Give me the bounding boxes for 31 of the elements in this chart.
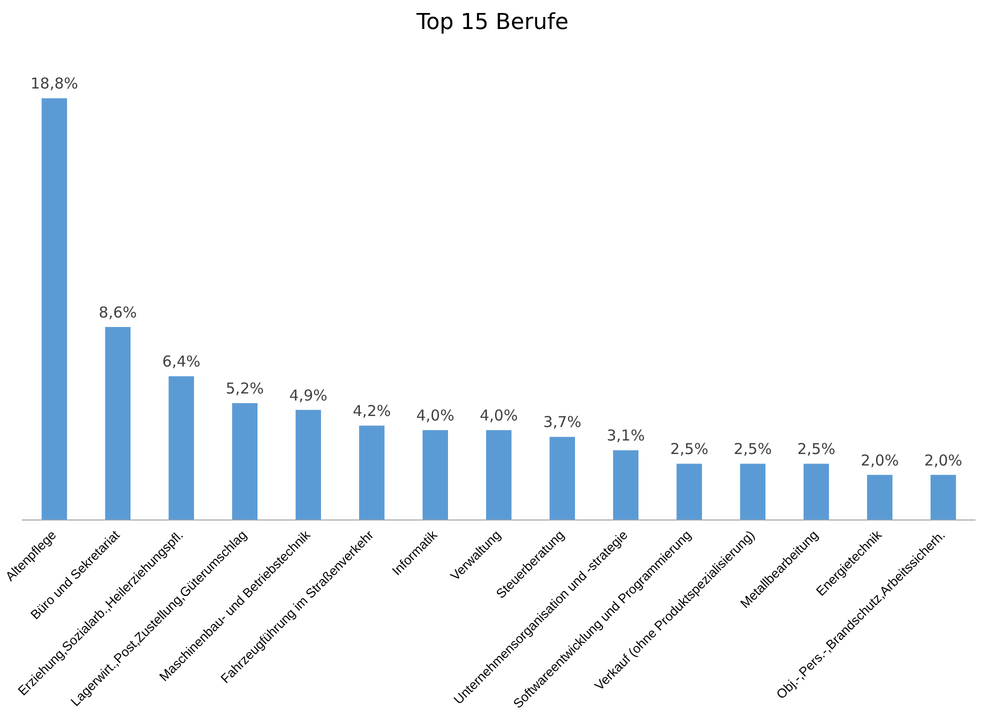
bar — [613, 450, 638, 520]
data-label: 3,1% — [606, 426, 645, 445]
bar — [486, 430, 512, 520]
data-label: 3,7% — [543, 413, 582, 432]
bar — [676, 464, 702, 520]
data-label: 5,2% — [226, 380, 264, 398]
bar — [359, 426, 384, 520]
data-label: 4,0% — [480, 406, 518, 424]
bar — [422, 430, 448, 520]
bar — [232, 403, 258, 520]
bar — [550, 436, 575, 520]
bar — [930, 474, 956, 520]
data-label: 4,9% — [289, 386, 328, 404]
data-label: 6,4% — [162, 352, 200, 371]
data-label: 2,5% — [797, 440, 836, 458]
bar — [740, 464, 766, 520]
data-label: 4,0% — [416, 406, 454, 424]
data-label: 4,2% — [352, 402, 391, 420]
chart-title: Top 15 Berufe — [415, 10, 569, 35]
data-label: 2,5% — [734, 440, 772, 458]
data-label: 2,0% — [860, 451, 899, 470]
data-label: 8,6% — [98, 303, 137, 322]
bar — [804, 464, 829, 520]
bar — [867, 474, 892, 520]
bar — [296, 410, 322, 520]
data-label: 18,8% — [30, 74, 78, 93]
data-label: 2,5% — [670, 440, 708, 458]
bar — [105, 326, 131, 520]
bar — [42, 98, 68, 520]
data-label: 2,0% — [924, 451, 962, 470]
bar — [168, 376, 194, 520]
